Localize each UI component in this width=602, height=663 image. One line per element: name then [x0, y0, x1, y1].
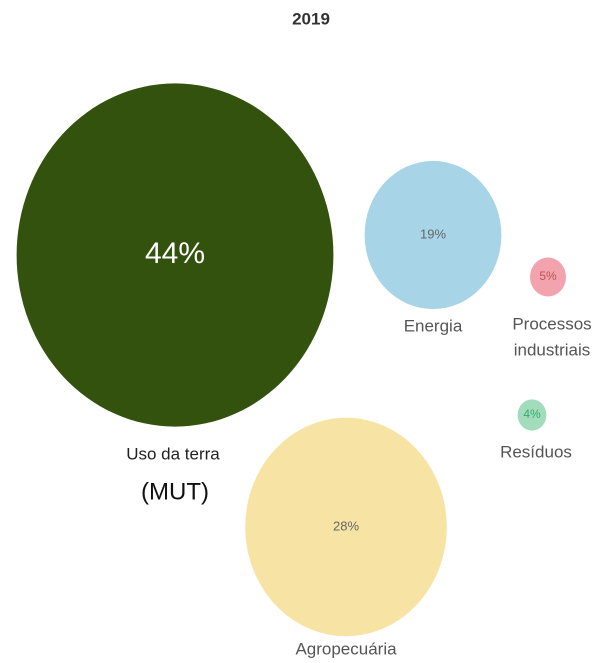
value-label: 28%	[333, 518, 359, 533]
category-label: (MUT)	[141, 478, 209, 505]
category-label: Resíduos	[500, 442, 572, 461]
value-label: 5%	[539, 269, 557, 283]
bubble	[16, 83, 334, 427]
category-label: Processos	[512, 314, 591, 333]
category-label: industriais	[514, 340, 591, 359]
bubble	[530, 257, 566, 297]
category-label: Uso da terra	[126, 444, 220, 463]
value-label: 4%	[523, 407, 541, 421]
bubble	[245, 417, 447, 637]
bubble	[517, 399, 547, 431]
category-label: Energia	[404, 316, 463, 335]
value-label: 44%	[145, 237, 205, 270]
chart-title: 2019	[292, 9, 330, 28]
category-label: Agropecuária	[295, 639, 397, 658]
bubble	[364, 160, 502, 310]
value-label: 19%	[420, 226, 446, 241]
